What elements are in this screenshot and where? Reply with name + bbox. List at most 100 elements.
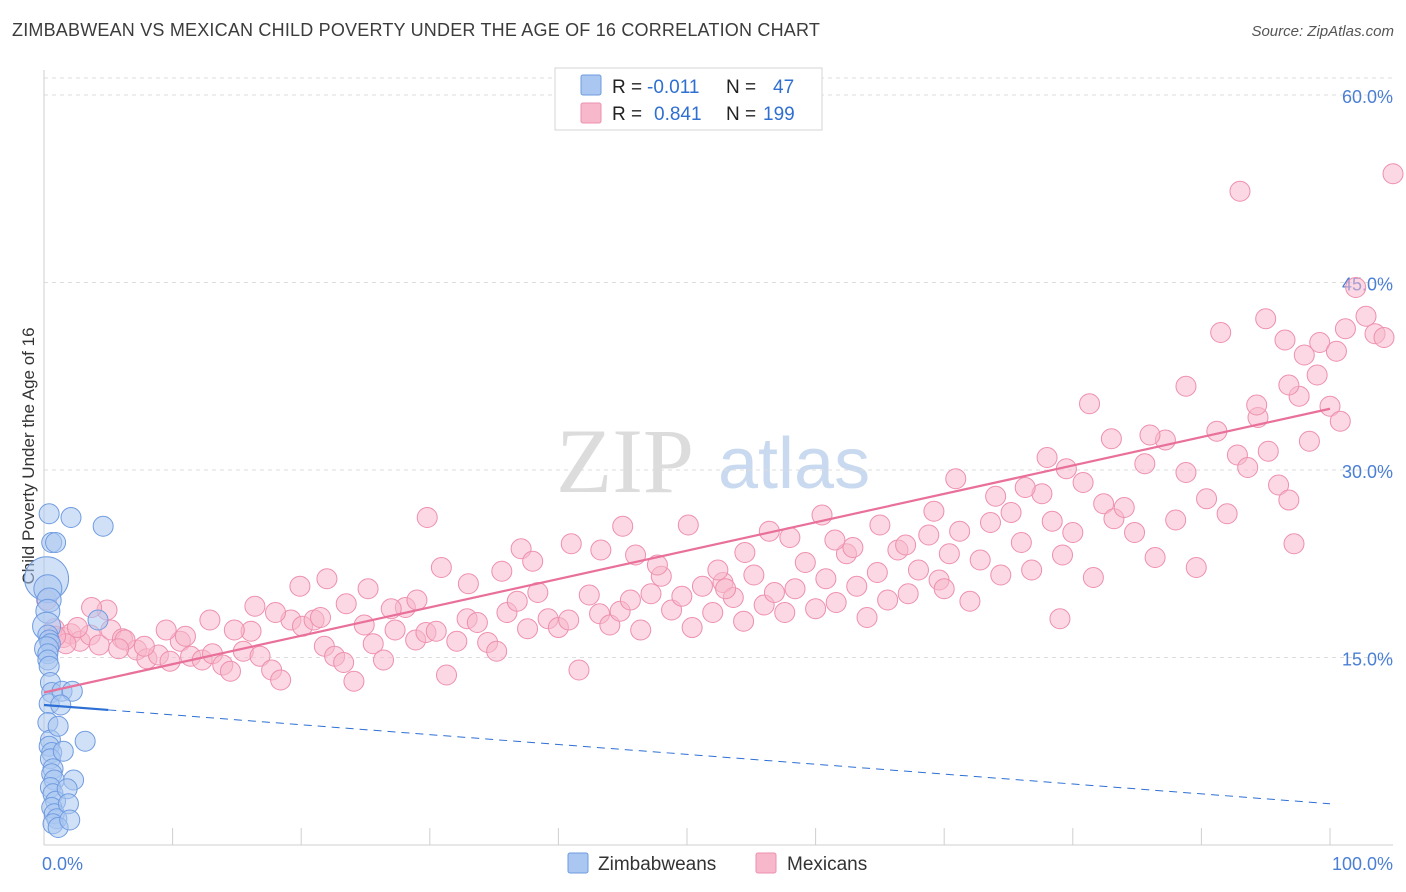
legend-n-label-0: N = xyxy=(726,77,756,98)
mexicans-point-111 xyxy=(1175,462,1197,483)
mexicans-point-123 xyxy=(1298,430,1320,452)
y-tick-label-60: 60.0% xyxy=(1342,87,1393,107)
bottom-legend-mexicans: Mexicans xyxy=(787,854,867,875)
mexicans-point-168 xyxy=(457,573,479,595)
mexicans-point-172 xyxy=(357,578,379,600)
mexicans-point-195 xyxy=(824,529,846,551)
mexicans-point-64 xyxy=(691,575,713,597)
mexicans-point-119 xyxy=(1257,440,1279,462)
mexicans-point-68 xyxy=(733,610,755,632)
mexicans-point-126 xyxy=(1210,322,1232,343)
mexicans-point-165 xyxy=(560,533,582,555)
mexicans-point-75 xyxy=(805,598,827,620)
mexicans-point-65 xyxy=(702,602,724,623)
mexicans-point-133 xyxy=(1345,277,1367,298)
mexicans-point-189 xyxy=(108,638,130,660)
chart-source: Source: ZipAtlas.com xyxy=(1251,23,1394,40)
mexicans-point-58 xyxy=(630,619,652,641)
mexicans-point-196 xyxy=(933,578,955,600)
bottom-legend-swatch-zimbabweans xyxy=(567,852,589,874)
mexicans-point-72 xyxy=(774,602,796,623)
series-legend: Zimbabweans Mexicans xyxy=(567,852,867,875)
zimbabweans-point-31 xyxy=(38,503,60,525)
mexicans-point-159 xyxy=(734,542,756,563)
mexicans-point-39 xyxy=(436,664,458,686)
mexicans-point-110 xyxy=(1165,509,1187,531)
mexicans-point-152 xyxy=(923,500,945,522)
mexicans-point-51 xyxy=(558,609,580,631)
mexicans-point-138 xyxy=(1382,163,1404,185)
mexicans-point-98 xyxy=(1041,510,1063,532)
zimbabweans-point-40 xyxy=(47,715,69,737)
mexicans-point-89 xyxy=(949,520,971,542)
zimbabweans-point-34 xyxy=(60,507,82,528)
mexicans-point-32 xyxy=(362,633,384,655)
mexicans-point-170 xyxy=(406,589,428,611)
mexicans-point-42 xyxy=(466,612,488,633)
bottom-legend-zimbabweans: Zimbabweans xyxy=(598,854,716,875)
mexicans-point-144 xyxy=(1139,424,1161,446)
mexicans-point-107 xyxy=(1134,453,1156,475)
mexicans-point-91 xyxy=(969,549,991,571)
watermark: ZIP atlas xyxy=(556,410,870,512)
mexicans-point-95 xyxy=(1010,532,1032,553)
mexicans-point-150 xyxy=(985,485,1007,507)
mexicans-point-117 xyxy=(1237,457,1259,478)
x-tick-label-max: 100.0% xyxy=(1332,854,1393,874)
legend-r-value-1: 0.841 xyxy=(654,104,702,125)
mexicans-point-92 xyxy=(979,512,1001,533)
mexicans-point-129 xyxy=(1293,344,1315,366)
mexicans-point-121 xyxy=(1278,489,1300,511)
mexicans-point-106 xyxy=(1124,522,1146,543)
mexicans-point-12 xyxy=(159,650,181,672)
mexicans-point-124 xyxy=(1309,332,1331,353)
mexicans-point-76 xyxy=(815,568,837,590)
mexicans-point-153 xyxy=(895,534,917,556)
mexicans-point-177 xyxy=(244,595,266,617)
mexicans-point-63 xyxy=(681,617,703,638)
legend-r-value-0: -0.011 xyxy=(647,77,699,98)
mexicans-point-194 xyxy=(715,578,737,600)
mexicans-point-125 xyxy=(1319,395,1341,417)
mexicans-point-33 xyxy=(373,649,395,671)
zimbabweans-point-42 xyxy=(52,740,74,762)
mexicans-point-82 xyxy=(877,589,899,611)
mexicans-point-88 xyxy=(938,543,960,565)
mexicans-point-192 xyxy=(522,550,544,572)
mexicans-point-79 xyxy=(846,575,868,597)
zimbabweans-point-41 xyxy=(74,730,96,752)
mexicans-point-161 xyxy=(677,514,699,536)
mexicans-point-174 xyxy=(309,607,331,628)
mexicans-points xyxy=(36,163,1404,692)
mexicans-point-178 xyxy=(223,619,245,641)
mexicans-point-143 xyxy=(1246,394,1268,416)
mexicans-point-81 xyxy=(866,562,888,583)
mexicans-point-141 xyxy=(1283,533,1305,555)
zimbabweans-trend-line-dashed xyxy=(108,709,1331,805)
mexicans-point-47 xyxy=(517,618,539,640)
mexicans-point-145 xyxy=(1100,428,1122,450)
mexicans-point-146 xyxy=(1079,393,1101,415)
mexicans-point-62 xyxy=(671,585,693,607)
mexicans-point-175 xyxy=(289,575,311,597)
mexicans-point-86 xyxy=(918,524,940,546)
mexicans-point-30 xyxy=(343,670,365,692)
mexicans-point-94 xyxy=(1000,502,1022,523)
mexicans-point-112 xyxy=(1185,557,1207,578)
mexicans-point-105 xyxy=(1113,497,1135,518)
mexicans-point-197 xyxy=(1049,608,1071,630)
mexicans-point-182 xyxy=(133,635,155,657)
mexicans-point-127 xyxy=(1255,308,1277,330)
mexicans-point-73 xyxy=(784,578,806,600)
mexicans-point-167 xyxy=(491,560,513,582)
mexicans-point-69 xyxy=(743,564,765,586)
mexicans-point-18 xyxy=(219,660,241,682)
chart-title: ZIMBABWEAN VS MEXICAN CHILD POVERTY UNDE… xyxy=(12,20,821,40)
mexicans-point-163 xyxy=(612,515,634,537)
mexicans-point-40 xyxy=(446,630,468,652)
mexicans-point-139 xyxy=(1278,374,1300,396)
watermark-atlas: atlas xyxy=(718,424,870,504)
mexicans-point-120 xyxy=(1268,474,1290,496)
zimbabweans-point-36 xyxy=(87,609,109,631)
mexicans-point-140 xyxy=(1329,410,1351,432)
